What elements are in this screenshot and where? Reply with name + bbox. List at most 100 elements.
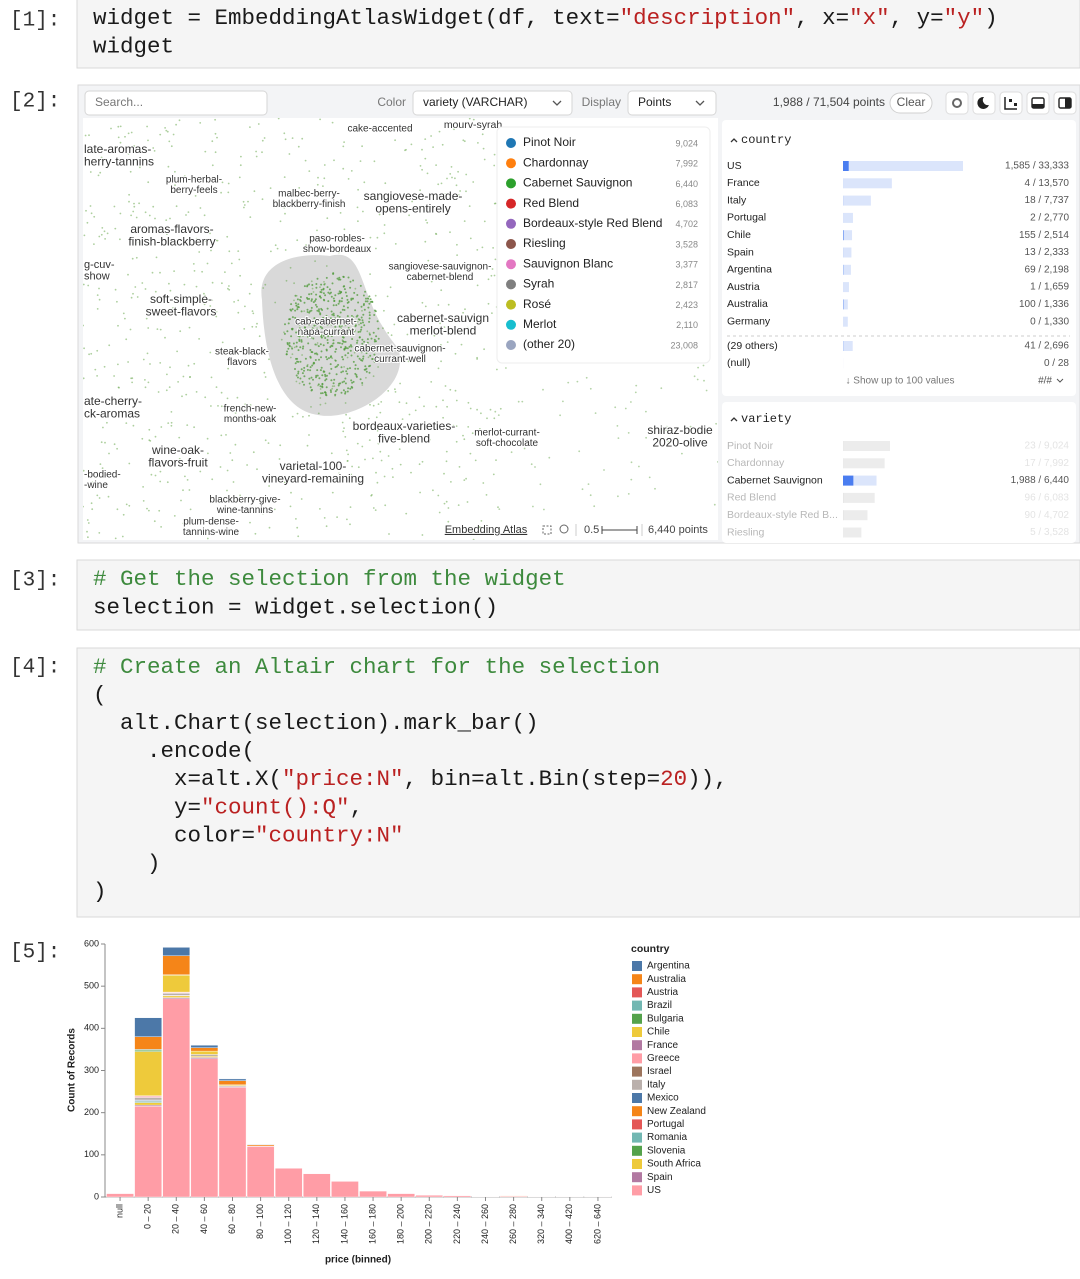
scatter-point xyxy=(214,151,217,154)
cluster-label: shiraz-bodie xyxy=(647,423,713,437)
collapse-icon[interactable] xyxy=(730,417,738,422)
scatter-point xyxy=(127,273,129,276)
scatter-point xyxy=(249,126,251,128)
scatter-point xyxy=(364,458,366,461)
scatter-point xyxy=(485,494,488,496)
x-tick-label: null xyxy=(114,1204,124,1218)
scatter-point xyxy=(320,335,323,338)
format-toggle[interactable]: #/# xyxy=(1038,376,1052,387)
clear-label[interactable]: Clear xyxy=(897,95,926,109)
scatter-point xyxy=(404,149,406,152)
scatter-point xyxy=(148,214,151,217)
legend-label: Sauvignon Blanc xyxy=(523,256,613,270)
search-placeholder[interactable]: Search... xyxy=(95,95,143,109)
display-dropdown[interactable] xyxy=(627,90,717,116)
panel-title[interactable]: country xyxy=(741,133,791,147)
scatter-point xyxy=(482,147,485,150)
scatter-point xyxy=(108,344,111,347)
scatter-point xyxy=(150,473,153,476)
scatter-point xyxy=(348,331,351,334)
scatter-point xyxy=(344,391,347,393)
scatter-point xyxy=(350,473,353,476)
scatter-point xyxy=(346,390,349,393)
scatter-point xyxy=(173,270,176,272)
color-value[interactable]: variety (VARCHAR) xyxy=(423,95,527,109)
table-button[interactable] xyxy=(1026,91,1050,115)
panel-title[interactable]: variety xyxy=(741,412,791,426)
settings-button[interactable] xyxy=(945,91,969,115)
display-value[interactable]: Points xyxy=(638,95,671,109)
scatter-point xyxy=(296,323,299,326)
bar-segment xyxy=(190,1044,219,1048)
scatter-point xyxy=(326,217,329,220)
x-tick-label: 140 – 160 xyxy=(339,1204,349,1244)
scatter-point xyxy=(83,469,85,472)
facet-count: 1,585 / 33,333 xyxy=(1005,161,1069,172)
scatter-point xyxy=(361,145,363,148)
scatter-point xyxy=(715,422,717,425)
scatter-point xyxy=(386,295,389,298)
clear-button[interactable] xyxy=(889,92,933,114)
scatter-point xyxy=(325,378,328,381)
scatter-point xyxy=(159,133,162,136)
scatter-point xyxy=(346,356,349,359)
color-dropdown[interactable] xyxy=(412,90,573,116)
footer-link[interactable]: Embedding Atlas xyxy=(445,524,528,536)
scatter-point xyxy=(368,439,371,441)
icon[interactable] xyxy=(559,524,569,534)
code-cell[interactable] xyxy=(76,0,1080,69)
scatter-point xyxy=(308,414,310,417)
facet-selected-bar xyxy=(843,492,844,503)
scatter-point xyxy=(338,276,341,279)
scatter-point xyxy=(316,369,319,372)
scatter-point xyxy=(169,217,171,220)
scatter-point xyxy=(318,295,321,298)
show-more[interactable]: ↓ Show up to 100 values xyxy=(846,376,955,387)
code-cell[interactable] xyxy=(76,559,1080,631)
scatter-point xyxy=(320,291,323,294)
scatter-point xyxy=(681,452,683,455)
scatter-point xyxy=(311,351,314,354)
scatter-point xyxy=(457,504,460,506)
points-layer xyxy=(83,118,718,540)
scatter-point xyxy=(469,237,472,240)
scatter-point xyxy=(359,330,362,333)
scatter-point xyxy=(287,322,290,325)
search-box[interactable] xyxy=(84,90,268,116)
code-cell[interactable] xyxy=(76,647,1080,918)
scatter-point xyxy=(296,308,299,311)
scatter-point xyxy=(168,282,170,285)
scatter-point xyxy=(300,339,303,342)
scatter-point xyxy=(369,273,371,275)
scatter-point xyxy=(638,465,640,468)
scatter-point xyxy=(341,421,344,424)
scatter-point xyxy=(377,403,380,405)
scatter-point xyxy=(459,190,461,192)
facet-count: 17 / 7,992 xyxy=(1025,458,1070,469)
scatter-point xyxy=(277,118,280,120)
scatter-point xyxy=(341,381,344,384)
scatter-point xyxy=(292,342,295,345)
scatter-point xyxy=(128,462,131,465)
scatter-point xyxy=(648,476,651,479)
scatter-point xyxy=(227,367,230,370)
scatter-point xyxy=(83,347,85,350)
facet-count: 100 / 1,336 xyxy=(1019,299,1069,310)
scatter-point xyxy=(366,338,369,341)
icon[interactable] xyxy=(542,525,552,535)
code-token: widget xyxy=(93,33,174,59)
scatter-point xyxy=(339,311,342,314)
collapse-icon[interactable] xyxy=(730,138,738,143)
scatter-point xyxy=(153,150,156,152)
cluster-label: ate-cherry- xyxy=(84,394,142,408)
cluster-label: aromas-flavors- xyxy=(130,222,213,236)
scatter-point xyxy=(302,415,304,418)
scatter-point xyxy=(414,409,417,412)
scatter-point xyxy=(341,356,344,358)
embedding-button[interactable] xyxy=(999,91,1023,115)
scatter-point xyxy=(319,325,322,328)
theme-button[interactable] xyxy=(972,91,996,115)
scatter-point xyxy=(321,323,323,326)
scatter-point xyxy=(587,483,590,485)
cluster-label: plum-herbal- xyxy=(166,175,222,186)
